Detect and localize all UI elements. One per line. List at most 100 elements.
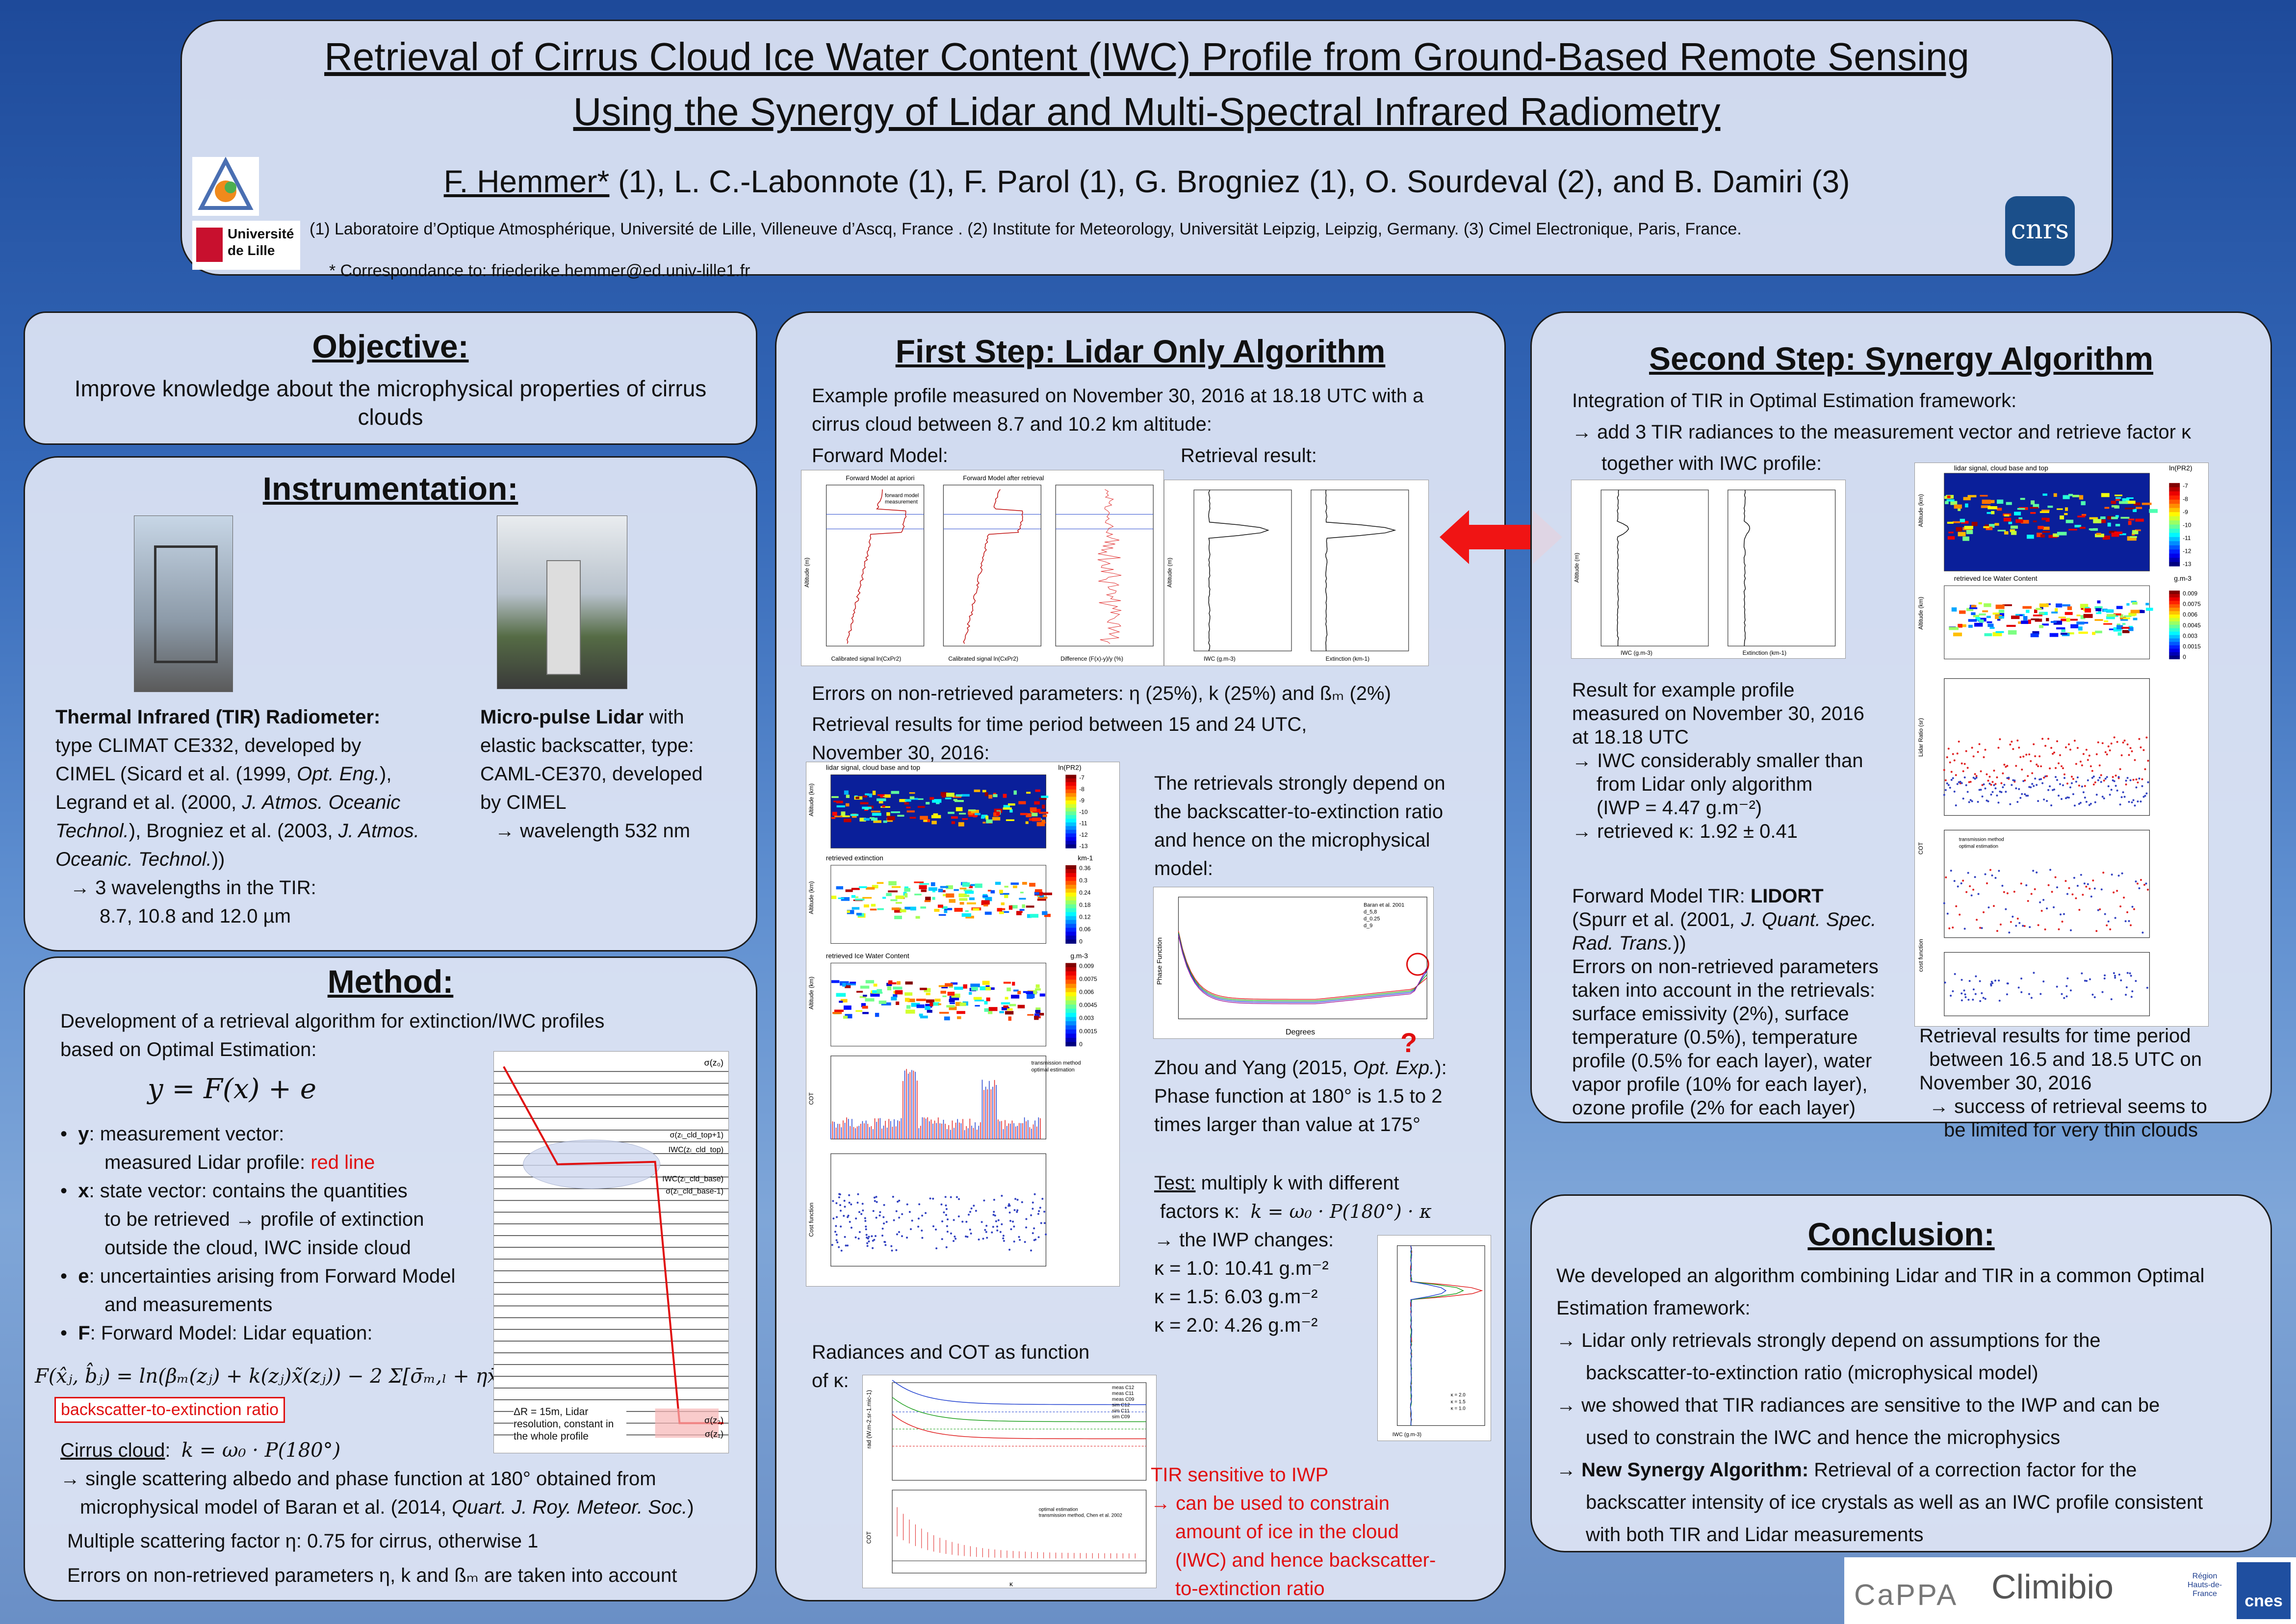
lr-point xyxy=(2041,738,2044,740)
heatmap-cell xyxy=(850,981,856,984)
heatmap-cell xyxy=(833,800,841,802)
y-desc-2: measured Lidar profile: xyxy=(104,1152,311,1173)
cot-point xyxy=(1962,879,1964,882)
heatmap-cell xyxy=(869,793,872,798)
heatmap-cell xyxy=(2060,515,2064,520)
heatmap-cell xyxy=(1000,911,1009,913)
cost-point xyxy=(1994,980,1996,982)
heatmap-cell xyxy=(2117,632,2122,636)
heatmap-cell xyxy=(2094,619,2103,621)
heatmap-cell xyxy=(2119,501,2128,504)
cost-point xyxy=(1950,994,1952,997)
heatmap-cell xyxy=(887,816,895,821)
cost-point xyxy=(1952,990,1954,992)
lr-point xyxy=(1983,756,1985,758)
colorbar-label: -10 xyxy=(1079,808,1088,815)
cirrus-label: Cirrus cloud xyxy=(60,1440,165,1461)
method-bullets: • y: measurement vector: measured Lidar … xyxy=(60,1123,456,1344)
cot-point xyxy=(2013,890,2015,893)
heatmap-cell xyxy=(2010,529,2015,532)
heatmap-cell xyxy=(2146,608,2153,611)
colorbar-cell xyxy=(2169,504,2180,509)
cot-point xyxy=(2099,908,2101,910)
cot-point xyxy=(2095,930,2098,932)
colorbar-cell xyxy=(2169,591,2180,594)
cot-point xyxy=(2104,913,2106,915)
cost-point xyxy=(2101,991,2104,993)
res-3: at 18.18 UTC xyxy=(1572,726,1689,748)
kappa-point xyxy=(1972,776,1975,779)
rk-legend-item: meas C09 xyxy=(1112,1397,1135,1402)
cost-point xyxy=(884,1244,887,1246)
colorbar-cell xyxy=(1065,819,1077,823)
ts-leg-oe: optimal estimation xyxy=(1032,1067,1075,1073)
lr-point xyxy=(2021,768,2023,771)
heatmap-cell xyxy=(938,914,946,916)
cot-point xyxy=(2117,875,2120,877)
diag-bottom-1: σ(z₂) xyxy=(704,1416,723,1425)
heatmap-cell xyxy=(855,797,859,799)
colorbar-cell xyxy=(1065,988,1077,993)
cost-point xyxy=(1016,1199,1019,1201)
cost-point xyxy=(1032,1208,1034,1210)
heatmap-cell xyxy=(1006,819,1015,821)
heatmap-cell xyxy=(2141,502,2152,505)
cot-point xyxy=(2107,920,2110,923)
heatmap-cell xyxy=(1041,796,1049,798)
heatmap-cell xyxy=(899,799,906,802)
heatmap-cell xyxy=(959,1002,966,1006)
colorbar-label: 0.3 xyxy=(1079,877,1087,884)
heatmap-cell xyxy=(2021,520,2029,524)
colorbar-label: -8 xyxy=(2183,495,2188,502)
kappa-point xyxy=(2082,791,2085,794)
fm-2a: (Spurr et al. (2001 xyxy=(1572,909,1730,930)
heatmap-cell xyxy=(2067,632,2074,635)
cost-point xyxy=(1961,999,1963,1002)
heatmap-cell xyxy=(992,817,1001,821)
heatmap-cell xyxy=(946,885,953,889)
heatmap-cell xyxy=(1008,803,1015,806)
heatmap-cell xyxy=(2051,611,2058,614)
heatmap-cell xyxy=(2130,536,2137,538)
heatmap-cell xyxy=(926,999,934,1003)
conc-1: We developed an algorithm combining Lida… xyxy=(1556,1265,2205,1287)
heatmap-cell xyxy=(942,995,947,997)
heatmap-cell xyxy=(951,816,958,819)
cost-point xyxy=(1013,1225,1015,1228)
heatmap-cell xyxy=(2113,627,2122,632)
heatmap-cell xyxy=(1016,911,1022,915)
lr-point xyxy=(1993,770,1995,772)
cost-point xyxy=(2131,990,2134,993)
heatmap-cell xyxy=(875,1012,879,1017)
lr-point xyxy=(2027,775,2029,777)
fm-3a: Rad. Trans. xyxy=(1572,932,1673,954)
heatmap-cell xyxy=(1026,905,1034,908)
cost-point xyxy=(921,1214,924,1217)
cot-point xyxy=(1974,876,1976,878)
fm-1a: Forward Model TIR: xyxy=(1572,885,1751,907)
rk-xlabel: κ xyxy=(1009,1580,1013,1588)
heatmap-cell xyxy=(1004,885,1008,888)
heatmap-cell xyxy=(1043,892,1053,896)
heatmap-cell xyxy=(925,897,931,901)
kappa-point xyxy=(2019,797,2022,799)
cost-point xyxy=(969,1211,972,1213)
cost-point xyxy=(2063,997,2065,999)
heatmap-cell xyxy=(2023,616,2028,620)
lr-point xyxy=(1947,748,1950,750)
cost-point xyxy=(1030,1214,1032,1216)
colorbar-label: 0.0075 xyxy=(1079,976,1097,982)
heatmap-cell xyxy=(949,1006,957,1010)
cost-point xyxy=(993,1211,995,1213)
lr-point xyxy=(2140,746,2142,748)
lr-point xyxy=(1952,753,1954,755)
kappa-point xyxy=(2122,791,2124,794)
cost-point xyxy=(932,1197,934,1200)
cost-point xyxy=(906,1237,908,1239)
heatmap-cell xyxy=(937,904,943,908)
cost-point xyxy=(970,1232,972,1235)
colorbar-cell xyxy=(1065,876,1077,881)
colorbar-cell xyxy=(2169,495,2180,500)
sst-unit-2: g.m-3 xyxy=(2174,574,2192,582)
lr-point xyxy=(2061,765,2063,768)
